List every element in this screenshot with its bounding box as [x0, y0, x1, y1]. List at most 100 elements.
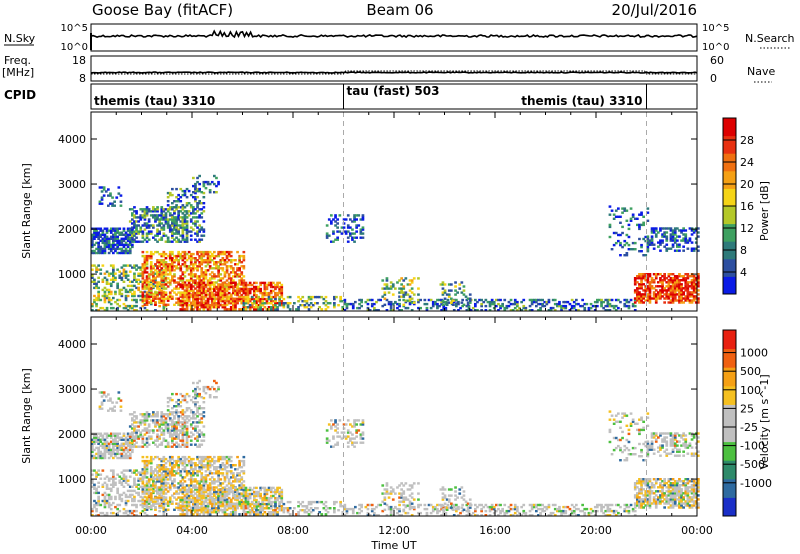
velocity-cell-583	[192, 411, 195, 414]
power-cell-3194	[676, 285, 679, 288]
power-cell-2512	[513, 302, 517, 306]
velocity-cell-336	[156, 437, 159, 440]
velocity-cell-306	[147, 435, 151, 438]
power-cell-2187	[282, 304, 286, 307]
power-cell-2921	[671, 231, 675, 234]
velocity-cell-1465	[206, 484, 210, 487]
power-cell-815	[124, 274, 128, 277]
power-cell-1909	[225, 297, 229, 301]
power-cell-3085	[652, 273, 656, 276]
power-cell-3222	[680, 285, 683, 288]
velocity-cell-1487	[208, 464, 212, 467]
power-cell-800	[122, 286, 126, 290]
velocity-cell-211	[115, 401, 119, 404]
power-cell-2036	[255, 281, 258, 285]
power-cell-2423	[436, 298, 439, 302]
power-cell-868	[137, 286, 140, 290]
power-cell-1264	[179, 269, 183, 272]
power-cell-1083	[156, 293, 159, 296]
velocity-cell-342	[156, 419, 159, 422]
velocity-cell-1522	[213, 455, 216, 459]
power-cell-588	[194, 222, 197, 225]
velocity-cell-701	[97, 501, 100, 505]
power-cell-1250	[177, 259, 180, 262]
power-cell-2300	[349, 218, 352, 221]
power-cell-582	[192, 208, 195, 211]
power-cell-27	[97, 251, 100, 255]
power-cell-95	[112, 245, 115, 249]
power-cell-2069	[263, 289, 267, 293]
velocity-cell-977	[141, 504, 145, 507]
velocity-cell-1081	[154, 455, 157, 459]
velocity-cell-769	[114, 505, 117, 509]
velocity-cell-621	[198, 407, 201, 410]
power-cell-847	[133, 294, 136, 298]
power-cell-2376	[389, 309, 393, 312]
power-cell-2942	[680, 239, 683, 242]
power-cell-755	[109, 278, 113, 281]
velocity-cell-318	[152, 441, 155, 444]
power-cell-1750	[185, 283, 189, 287]
power-cell-988	[141, 267, 145, 270]
power-cell-1484	[208, 267, 212, 270]
power-cell-1422	[200, 261, 204, 264]
power-cell-2794	[621, 245, 624, 249]
velocity-cell-1452	[204, 476, 208, 479]
velocity-cell-1071	[152, 457, 155, 461]
velocity-cell-84	[109, 454, 113, 458]
power-cell-2104	[272, 289, 275, 293]
velocity-cell-1011	[145, 504, 149, 507]
power-cell-2278	[336, 222, 339, 225]
power-cell-644	[192, 176, 195, 180]
power-cell-1483	[208, 273, 212, 276]
velocity-cell-340	[156, 423, 159, 426]
power-cell-880	[139, 272, 143, 275]
velocity-cell-713	[99, 473, 103, 476]
power-cell-298	[145, 222, 149, 225]
velocity-cell-1344	[189, 462, 193, 465]
power-cell-126	[118, 247, 122, 251]
power-cell-88	[109, 237, 113, 240]
velocity-cell-595	[194, 401, 197, 404]
power-cell-712	[99, 272, 103, 275]
power-cell-1047	[149, 291, 153, 294]
power-cell-1405	[198, 257, 201, 260]
power-cell-1759	[187, 283, 191, 287]
velocity-cell-100	[112, 440, 115, 443]
power-cell-2717	[417, 293, 420, 296]
power-cell-363	[160, 210, 164, 213]
velocity-cell-695	[95, 487, 98, 490]
power-cell-2572	[562, 304, 565, 308]
power-cell-981	[141, 287, 145, 290]
power-cell-3156	[669, 289, 673, 292]
power-cell-2446	[455, 302, 458, 306]
power-cell-2839	[640, 211, 643, 214]
power-cell-3025	[640, 275, 643, 278]
power-cell-873	[137, 266, 140, 269]
power-cell-1073	[154, 301, 157, 304]
power-cell-3199	[676, 275, 679, 278]
velocity-cell-708	[97, 473, 100, 476]
power-cell-1465	[206, 279, 210, 282]
power-cell-2259	[327, 234, 331, 237]
power-cell-860	[135, 298, 138, 302]
power-cell-1836	[206, 287, 210, 291]
velocity-cell-56	[103, 456, 107, 460]
velocity-cell-21	[95, 446, 98, 450]
power-cell-2558	[551, 306, 555, 310]
velocity-cell-786	[118, 495, 122, 499]
power-cell-2827	[636, 217, 639, 220]
velocity-cell-139	[120, 442, 124, 445]
velocity-cell-608	[196, 409, 199, 412]
power-cell-1170	[166, 299, 170, 302]
velocity-cell-1485	[208, 470, 212, 473]
power-cell-781	[116, 282, 119, 285]
velocity-cell-448	[181, 427, 185, 430]
power-cell-1829	[206, 308, 210, 311]
velocity-cell-1437	[202, 480, 206, 483]
velocity-cell-1373	[194, 472, 197, 475]
velocity-cell-14	[93, 440, 96, 443]
power-cell-2284	[342, 230, 346, 233]
velocity-cell-412	[173, 429, 176, 432]
power-cell-252	[135, 226, 138, 229]
